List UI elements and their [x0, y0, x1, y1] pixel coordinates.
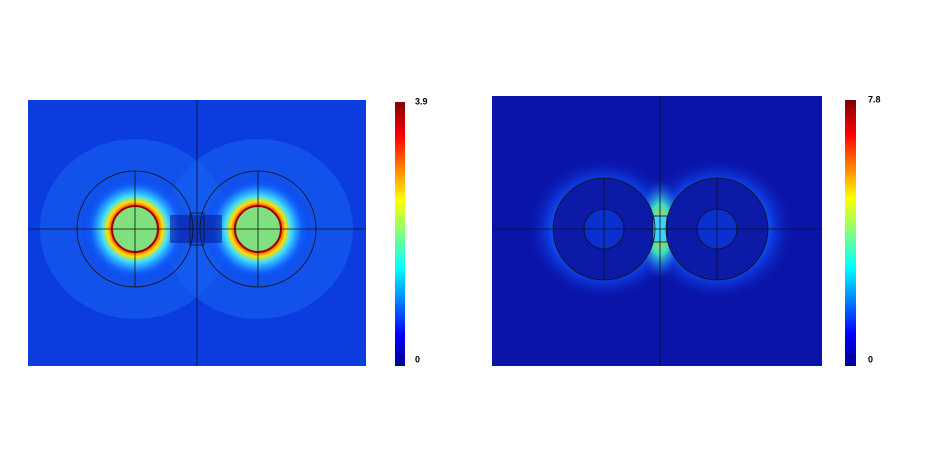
colorbar-min: 0 — [868, 354, 873, 364]
colorbar — [845, 100, 856, 366]
colorbar-max: 3.9 — [415, 96, 428, 106]
field-plot-left — [28, 100, 366, 366]
field-plot-right — [492, 96, 822, 366]
colorbar-max: 7.8 — [868, 94, 881, 104]
colorbar — [395, 102, 405, 366]
colorbar-min: 0 — [415, 354, 420, 364]
